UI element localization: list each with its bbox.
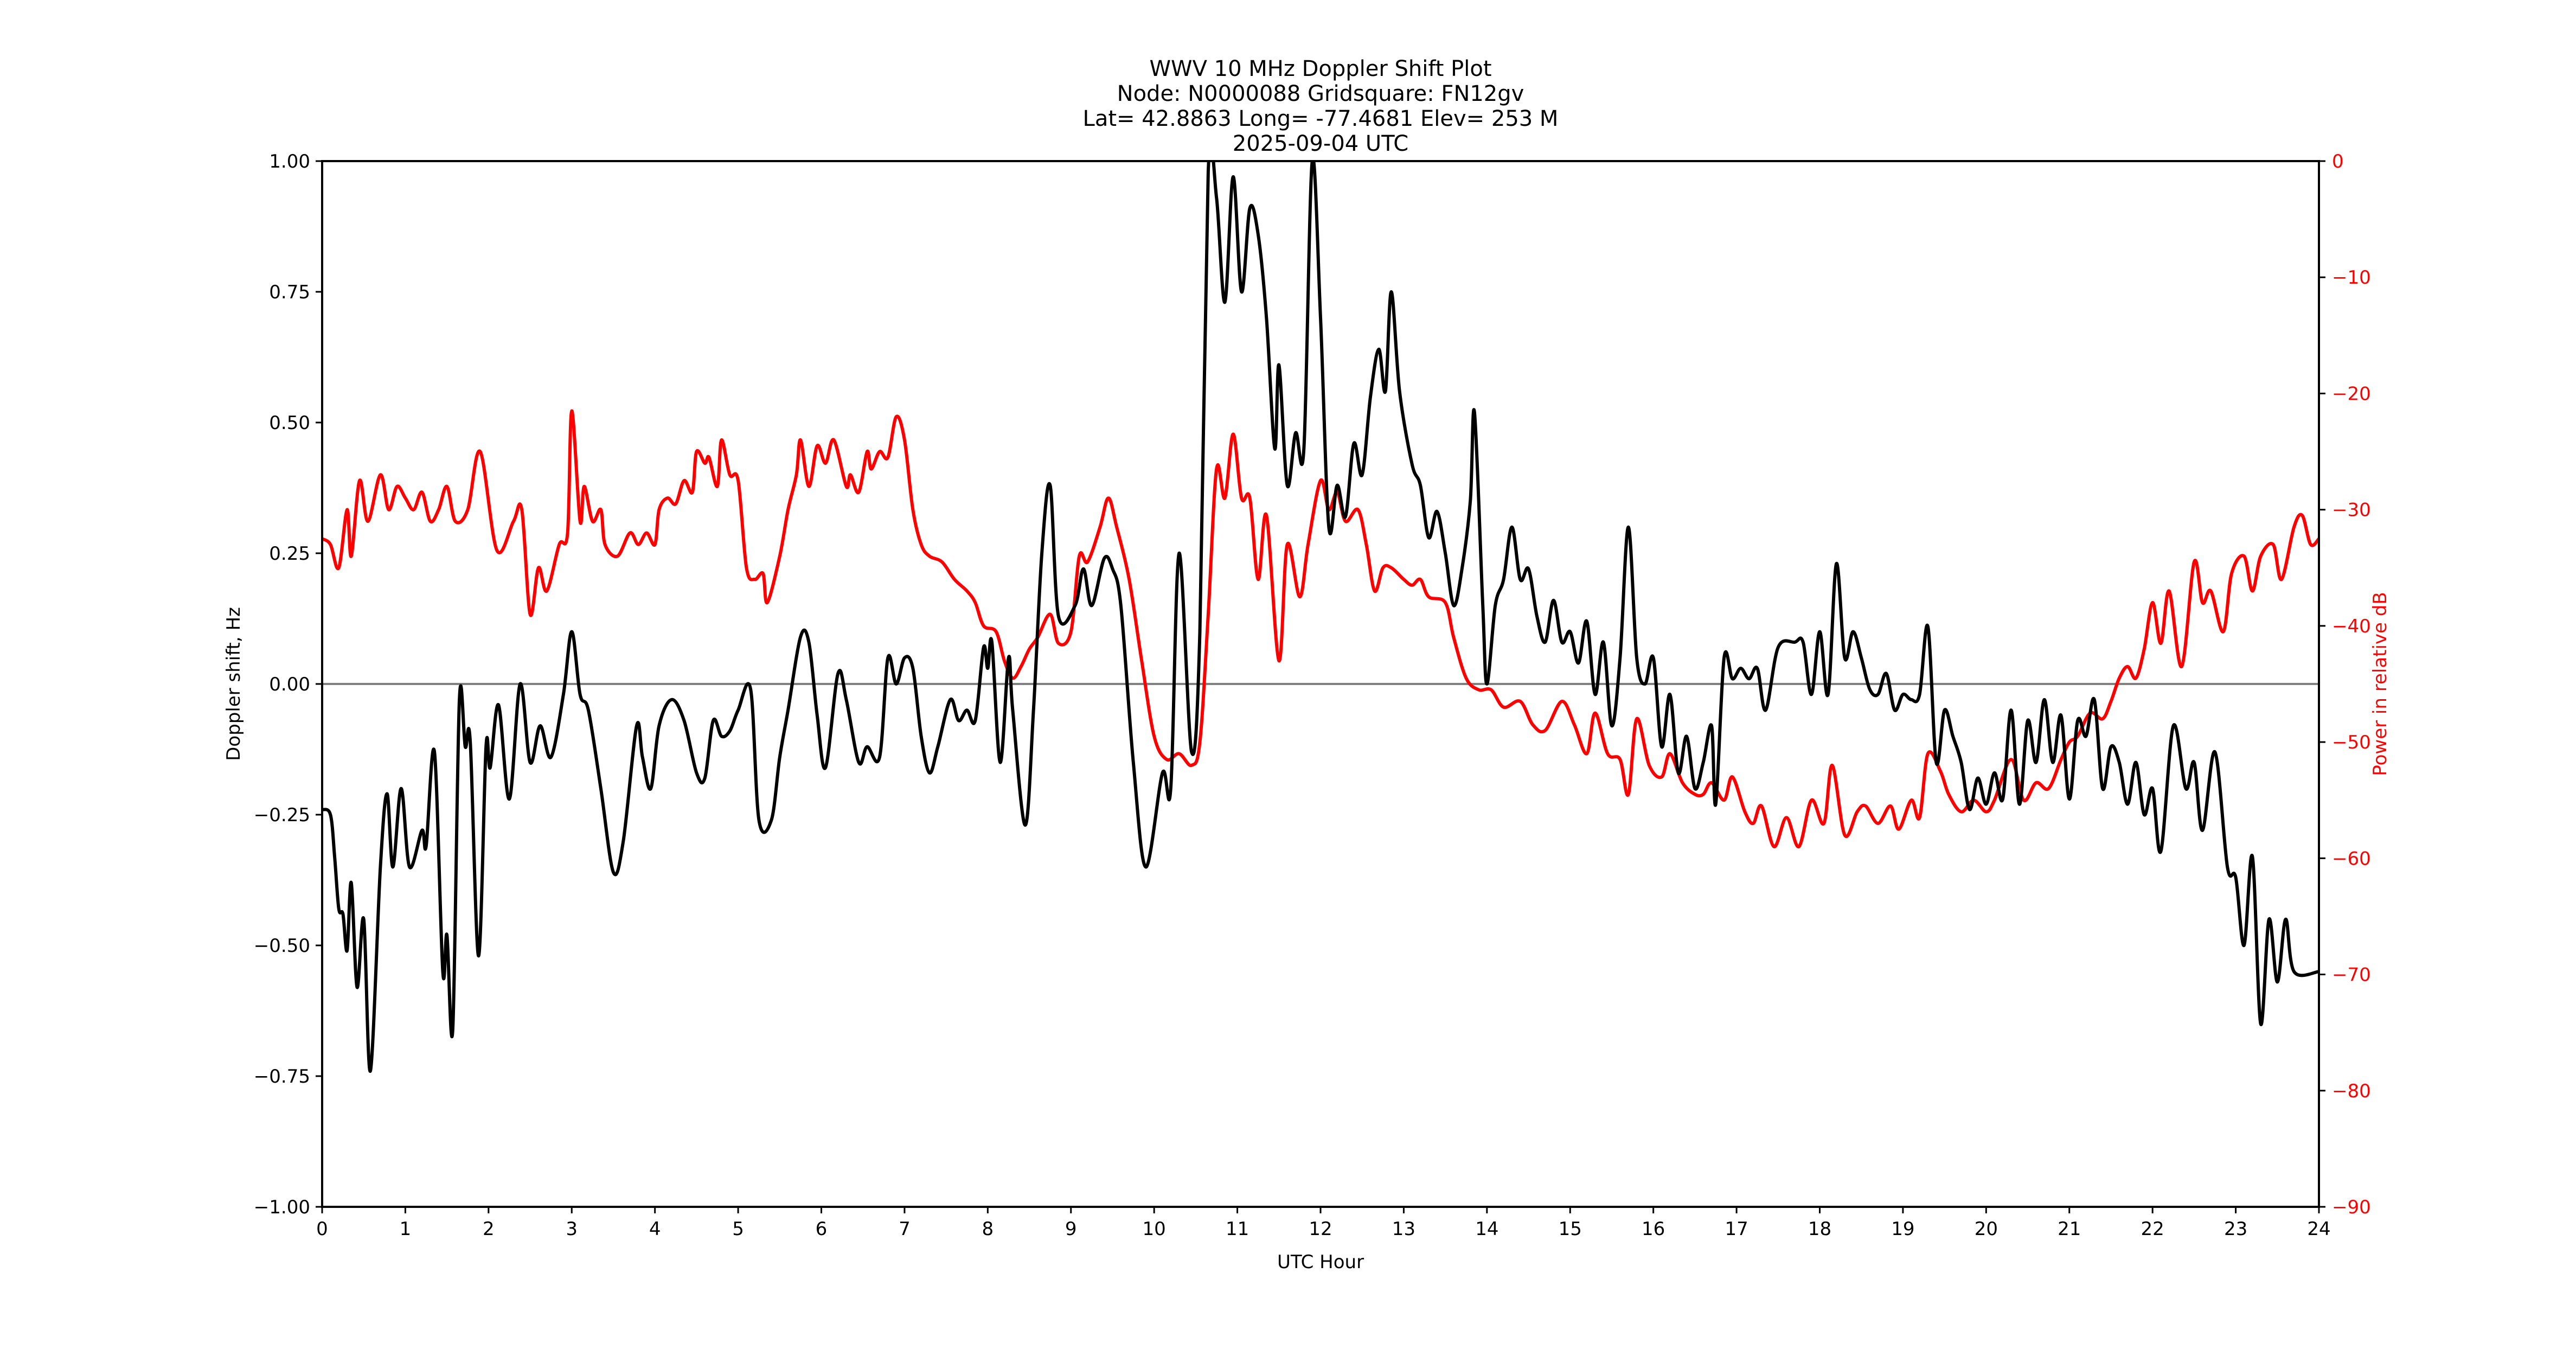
x-tick-label: 1 <box>400 1218 412 1240</box>
right-y-axis-label: Power in relative dB <box>2369 592 2391 776</box>
chart-title: WWV 10 MHz Doppler Shift Plot <box>1149 56 1492 81</box>
right-y-tick-label: −70 <box>2332 964 2371 986</box>
power-series-line <box>322 409 2319 848</box>
x-tick-label: 21 <box>2058 1218 2081 1240</box>
x-tick-label: 6 <box>816 1218 828 1240</box>
left-y-tick-label: −1.00 <box>254 1197 310 1218</box>
x-tick-label: 2 <box>483 1218 495 1240</box>
x-tick-label: 22 <box>2141 1218 2164 1240</box>
left-y-tick-label: 0.00 <box>269 674 310 695</box>
x-tick-label: 18 <box>1808 1218 1831 1240</box>
left-y-tick-label: −0.50 <box>254 935 310 957</box>
x-tick-label: 7 <box>899 1218 911 1240</box>
chart-subtitle-node: Node: N0000088 Gridsquare: FN12gv <box>1117 81 1524 106</box>
x-tick-label: 5 <box>732 1218 744 1240</box>
left-y-tick-label: 0.50 <box>269 412 310 434</box>
right-y-tick-label: −10 <box>2332 267 2371 289</box>
x-tick-label: 10 <box>1143 1218 1166 1240</box>
left-y-axis-ticks: −1.00 −0.75 −0.50 −0.25 0.00 0.25 0.50 0.75 1.00 <box>254 151 322 1218</box>
right-y-tick-label: −50 <box>2332 732 2371 753</box>
left-y-tick-label: 0.75 <box>269 282 310 303</box>
left-y-tick-label: 0.25 <box>269 543 310 565</box>
right-y-tick-label: −20 <box>2332 383 2371 405</box>
x-tick-label: 24 <box>2307 1218 2330 1240</box>
x-tick-label: 8 <box>982 1218 994 1240</box>
left-y-tick-label: −0.75 <box>254 1066 310 1088</box>
x-tick-label: 14 <box>1475 1218 1498 1240</box>
right-y-tick-label: −40 <box>2332 616 2371 637</box>
chart-subtitle-location: Lat= 42.8863 Long= -77.4681 Elev= 253 M <box>1082 106 1559 131</box>
left-y-tick-label: 1.00 <box>269 151 310 172</box>
x-axis-label: UTC Hour <box>1277 1251 1364 1273</box>
x-tick-label: 3 <box>566 1218 578 1240</box>
x-tick-label: 15 <box>1559 1218 1582 1240</box>
right-y-axis-ticks: −90 −80 −70 −60 −50 −40 −30 −20 −10 0 <box>2319 151 2371 1218</box>
x-tick-label: 4 <box>649 1218 661 1240</box>
power-line <box>322 409 2319 848</box>
left-y-tick-label: −0.25 <box>254 804 310 826</box>
x-tick-label: 19 <box>1891 1218 1914 1240</box>
doppler-series-line <box>322 161 2319 1073</box>
x-tick-label: 16 <box>1642 1218 1665 1240</box>
x-tick-label: 9 <box>1065 1218 1077 1240</box>
x-tick-label: 23 <box>2224 1218 2247 1240</box>
left-y-axis-label: Doppler shift, Hz <box>223 607 245 761</box>
x-tick-label: 0 <box>316 1218 328 1240</box>
right-y-tick-label: 0 <box>2332 151 2344 172</box>
right-y-tick-label: −60 <box>2332 848 2371 869</box>
x-axis-ticks: 0 1 2 3 4 5 6 7 8 9 10 11 12 13 14 15 16 17 18 19 20 21 22 23 24 <box>316 1207 2331 1240</box>
x-tick-label: 13 <box>1392 1218 1415 1240</box>
chart-subtitle-date: 2025-09-04 UTC <box>1232 131 1409 156</box>
x-tick-label: 12 <box>1309 1218 1332 1240</box>
x-tick-label: 17 <box>1725 1218 1748 1240</box>
doppler-line <box>322 161 2319 1073</box>
x-tick-label: 20 <box>1975 1218 1998 1240</box>
right-y-tick-label: −30 <box>2332 500 2371 521</box>
right-y-tick-label: −80 <box>2332 1080 2371 1102</box>
right-y-tick-label: −90 <box>2332 1197 2371 1218</box>
x-tick-label: 11 <box>1226 1218 1249 1240</box>
